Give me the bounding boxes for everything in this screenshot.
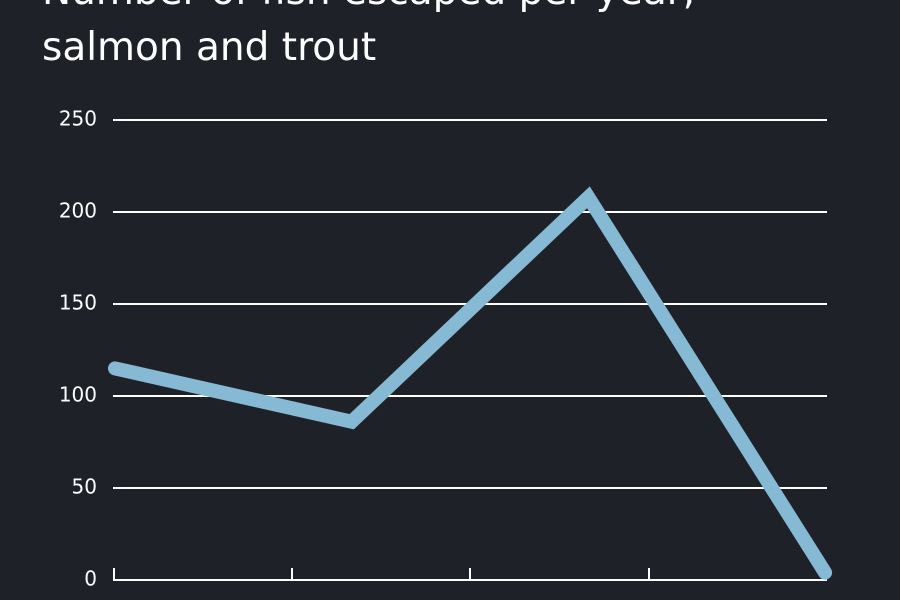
y-tick-label: 150 xyxy=(59,291,97,315)
y-tick-label: 0 xyxy=(84,567,97,591)
chart-title: Number of fish escaped per year, salmon … xyxy=(42,0,695,70)
y-tick-label: 200 xyxy=(59,199,97,223)
data-line xyxy=(108,186,833,580)
y-tick-label: 250 xyxy=(59,107,97,131)
y-tick-label: 50 xyxy=(72,475,97,499)
x-axis-ticks xyxy=(113,568,827,581)
y-tick-label: 100 xyxy=(59,383,97,407)
